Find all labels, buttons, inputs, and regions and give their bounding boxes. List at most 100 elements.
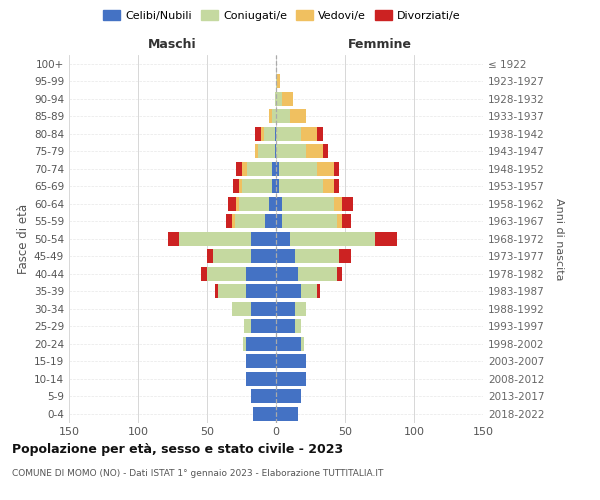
Bar — [244, 319, 251, 334]
Bar — [295, 319, 301, 334]
Bar — [279, 162, 317, 176]
Text: Femmine: Femmine — [347, 38, 412, 52]
Bar — [256, 144, 258, 158]
Bar — [276, 126, 301, 141]
Bar — [275, 92, 276, 106]
Bar — [236, 196, 239, 211]
Bar — [272, 179, 276, 194]
Bar — [245, 372, 276, 386]
Bar — [263, 126, 275, 141]
Bar — [276, 266, 298, 281]
Bar — [276, 249, 295, 264]
Bar — [301, 336, 304, 351]
Bar — [277, 74, 280, 88]
Bar — [245, 354, 276, 368]
Bar — [256, 126, 261, 141]
Bar — [334, 179, 340, 194]
Bar — [258, 144, 275, 158]
Bar — [243, 336, 245, 351]
Bar — [218, 284, 245, 298]
Bar — [276, 406, 298, 421]
Bar — [342, 196, 353, 211]
Bar — [207, 249, 212, 264]
Bar — [241, 162, 247, 176]
Bar — [261, 126, 263, 141]
Bar — [276, 372, 307, 386]
Bar — [239, 196, 269, 211]
Bar — [276, 319, 295, 334]
Bar — [276, 92, 281, 106]
Bar — [276, 179, 279, 194]
Bar — [276, 109, 290, 124]
Bar — [241, 179, 272, 194]
Bar — [290, 109, 307, 124]
Bar — [232, 302, 251, 316]
Bar — [281, 214, 337, 228]
Bar — [276, 302, 295, 316]
Legend: Celibi/Nubili, Coniugati/e, Vedovi/e, Divorziati/e: Celibi/Nubili, Coniugati/e, Vedovi/e, Di… — [99, 6, 465, 25]
Bar — [251, 319, 276, 334]
Bar — [295, 302, 307, 316]
Bar — [301, 126, 317, 141]
Bar — [253, 406, 276, 421]
Bar — [337, 214, 342, 228]
Bar — [251, 389, 276, 404]
Bar — [276, 162, 279, 176]
Y-axis label: Fasce di età: Fasce di età — [17, 204, 30, 274]
Bar — [233, 179, 239, 194]
Bar — [323, 144, 328, 158]
Bar — [323, 179, 334, 194]
Bar — [245, 336, 276, 351]
Bar — [301, 284, 317, 298]
Bar — [276, 284, 301, 298]
Bar — [232, 214, 235, 228]
Bar — [235, 214, 265, 228]
Text: COMUNE DI MOMO (NO) - Dati ISTAT 1° gennaio 2023 - Elaborazione TUTTITALIA.IT: COMUNE DI MOMO (NO) - Dati ISTAT 1° genn… — [12, 469, 383, 478]
Bar — [290, 232, 376, 246]
Bar — [251, 232, 276, 246]
Bar — [247, 162, 272, 176]
Bar — [269, 109, 272, 124]
Bar — [317, 284, 320, 298]
Bar — [334, 196, 342, 211]
Bar — [276, 214, 281, 228]
Bar — [245, 284, 276, 298]
Bar — [265, 214, 276, 228]
Bar — [307, 144, 323, 158]
Bar — [202, 266, 207, 281]
Bar — [337, 266, 342, 281]
Bar — [272, 109, 276, 124]
Bar — [376, 232, 397, 246]
Bar — [169, 232, 179, 246]
Bar — [275, 126, 276, 141]
Bar — [276, 389, 301, 404]
Text: Maschi: Maschi — [148, 38, 197, 52]
Bar — [272, 162, 276, 176]
Bar — [251, 249, 276, 264]
Bar — [245, 266, 276, 281]
Bar — [275, 144, 276, 158]
Bar — [215, 284, 218, 298]
Bar — [298, 266, 337, 281]
Bar — [295, 249, 340, 264]
Bar — [340, 249, 350, 264]
Bar — [251, 302, 276, 316]
Bar — [342, 214, 350, 228]
Bar — [179, 232, 251, 246]
Bar — [207, 266, 245, 281]
Bar — [281, 92, 293, 106]
Bar — [212, 249, 251, 264]
Bar — [226, 214, 232, 228]
Bar — [334, 162, 340, 176]
Bar — [276, 196, 281, 211]
Bar — [279, 179, 323, 194]
Bar — [317, 126, 323, 141]
Bar — [276, 232, 290, 246]
Bar — [269, 196, 276, 211]
Bar — [239, 179, 241, 194]
Text: Popolazione per età, sesso e stato civile - 2023: Popolazione per età, sesso e stato civil… — [12, 442, 343, 456]
Bar — [317, 162, 334, 176]
Bar — [236, 162, 241, 176]
Bar — [276, 354, 307, 368]
Y-axis label: Anni di nascita: Anni di nascita — [554, 198, 564, 280]
